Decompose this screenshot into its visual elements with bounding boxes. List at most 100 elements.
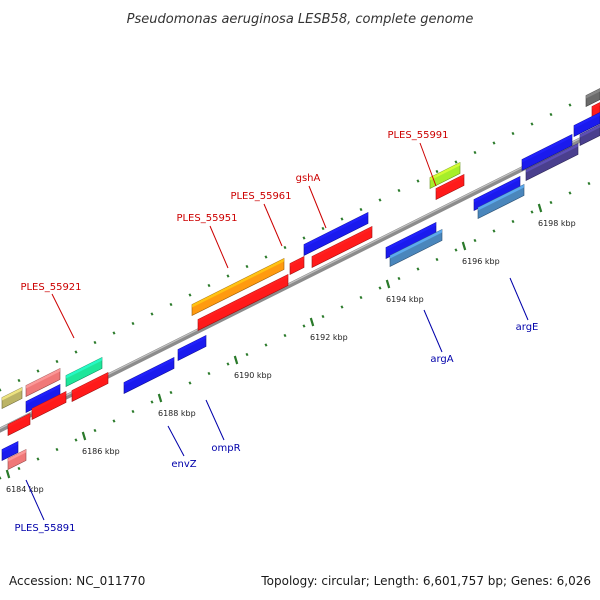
reverse-tick-mark [378, 286, 382, 290]
genome-summary-text: Topology: circular; Length: 6,601,757 bp… [260, 574, 591, 588]
forward-tick-mark [264, 255, 268, 259]
forward-gene[interactable] [191, 258, 285, 316]
gene-label-top-leader [263, 203, 283, 247]
forward-gene-shine [312, 226, 372, 260]
forward-tick-mark [530, 122, 534, 126]
reverse-gene[interactable] [573, 112, 600, 137]
scale-label: 6186 kbp [82, 447, 120, 456]
reverse-gene[interactable] [1, 441, 19, 461]
scale-label: 6198 kbp [538, 219, 576, 228]
forward-tick-mark [511, 131, 515, 136]
scale-label: 6188 kbp [158, 409, 196, 418]
forward-gene-shine [192, 258, 284, 308]
reverse-gene-shine [124, 357, 174, 386]
gene-label-top-leader [308, 185, 327, 229]
reverse-gene[interactable] [525, 143, 579, 181]
forward-gene[interactable] [429, 162, 461, 189]
reverse-tick-mark [321, 314, 325, 319]
major-tick-mark [461, 241, 467, 251]
forward-tick-mark [397, 188, 401, 193]
reverse-gene[interactable] [521, 134, 573, 171]
reverse-tick-mark [359, 295, 363, 300]
reverse-gene[interactable] [389, 229, 443, 267]
reverse-tick-mark [397, 276, 401, 281]
forward-gene[interactable] [31, 391, 67, 420]
reverse-gene-shine [2, 441, 18, 453]
forward-gene-shine [26, 368, 60, 389]
forward-tick-mark [93, 340, 97, 345]
reverse-gene[interactable] [579, 124, 600, 146]
reverse-tick-mark [435, 257, 439, 262]
scale-label: 6192 kbp [310, 333, 348, 342]
reverse-tick-mark [36, 457, 40, 461]
forward-tick-mark [0, 388, 2, 392]
forward-gene-shine [436, 174, 464, 192]
reverse-tick-mark [245, 352, 249, 357]
reverse-gene-shine [474, 176, 520, 203]
forward-gene[interactable] [7, 413, 31, 436]
scale-label: 6194 kbp [386, 295, 424, 304]
gene-label-top[interactable]: PLES_55991 [387, 130, 448, 141]
reverse-gene-shine [390, 229, 442, 259]
scale-label: 6190 kbp [234, 371, 272, 380]
forward-gene-shine [8, 413, 30, 428]
gene-label-bottom[interactable]: envZ [171, 459, 196, 470]
reverse-gene[interactable] [7, 449, 27, 470]
gene-label-bottom[interactable]: ompR [211, 443, 240, 454]
reverse-gene-shine [178, 335, 206, 353]
reverse-gene[interactable] [177, 335, 207, 361]
reverse-gene[interactable] [123, 357, 175, 394]
forward-tick-mark [74, 350, 78, 354]
leader-layer [25, 142, 529, 521]
gene-label-top[interactable]: PLES_55921 [20, 282, 81, 293]
forward-tick-mark [131, 321, 135, 326]
forward-tick-mark [321, 226, 325, 231]
map-title: Pseudomonas aeruginosa LESB58, complete … [127, 12, 474, 27]
reverse-tick-mark [454, 248, 458, 252]
reverse-tick-mark [188, 381, 192, 385]
forward-gene[interactable] [65, 357, 103, 387]
gene-label-bottom[interactable]: PLES_55891 [14, 523, 75, 534]
gene-label-bottom[interactable]: argE [516, 322, 539, 333]
forward-tick-mark [378, 198, 382, 202]
gene-label-bottom[interactable]: argA [430, 354, 453, 365]
gene-label-bottom-leader [205, 399, 225, 441]
forward-gene[interactable] [25, 368, 61, 397]
forward-tick-mark [283, 245, 287, 250]
forward-gene[interactable] [585, 88, 600, 107]
forward-gene[interactable] [303, 212, 369, 256]
reverse-gene[interactable] [477, 184, 525, 219]
gene-label-top[interactable]: PLES_55951 [176, 213, 237, 224]
tick-layer: 6184 kbp 6186 kbp 6188 kbp 6190 kbp 6192 kbp… [0, 93, 591, 494]
forward-tick-mark [549, 112, 553, 117]
forward-gene-shine [26, 384, 60, 405]
forward-tick-mark [340, 217, 344, 221]
feature-layer [1, 88, 600, 470]
forward-gene-shine [32, 391, 66, 412]
forward-gene[interactable] [311, 226, 373, 268]
forward-tick-mark [55, 359, 59, 364]
gene-label-bottom-leader [25, 479, 45, 521]
reverse-gene-shine [478, 184, 524, 211]
reverse-tick-mark [131, 409, 135, 414]
reverse-tick-mark [511, 219, 515, 224]
gene-label-bottom-leader [423, 309, 443, 353]
forward-gene-shine [198, 274, 288, 323]
forward-gene[interactable] [435, 174, 465, 200]
label-layer: PLES_55921 PLES_55951 PLES_55961 gshA PLES_5… [14, 130, 538, 534]
forward-gene[interactable] [71, 372, 109, 402]
forward-gene[interactable] [197, 274, 289, 331]
gene-label-top-leader [51, 293, 75, 339]
gene-label-bottom-leader [167, 425, 185, 457]
forward-gene-shine [72, 372, 108, 394]
gene-label-top[interactable]: gshA [296, 173, 321, 184]
gene-label-top[interactable]: PLES_55961 [230, 191, 291, 202]
reverse-gene-shine [522, 134, 572, 163]
forward-gene[interactable] [1, 387, 23, 409]
reverse-tick-mark [473, 238, 477, 243]
forward-gene-shine [592, 102, 600, 110]
accession-text: Accession: NC_011770 [9, 574, 145, 588]
reverse-tick-mark [0, 476, 2, 480]
forward-gene[interactable] [289, 256, 305, 275]
